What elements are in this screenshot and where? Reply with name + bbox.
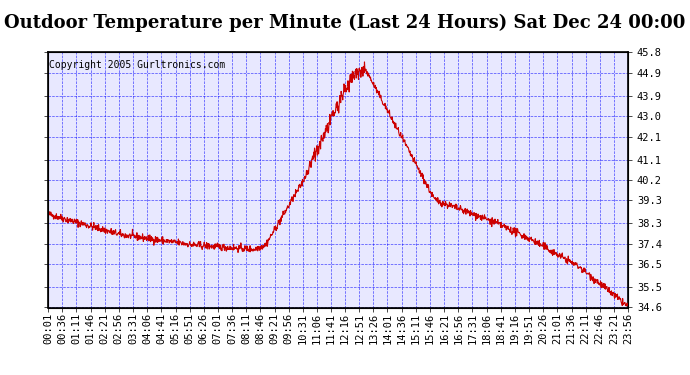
Text: Copyright 2005 Gurltronics.com: Copyright 2005 Gurltronics.com bbox=[50, 60, 226, 70]
Text: Outdoor Temperature per Minute (Last 24 Hours) Sat Dec 24 00:00: Outdoor Temperature per Minute (Last 24 … bbox=[4, 13, 686, 32]
